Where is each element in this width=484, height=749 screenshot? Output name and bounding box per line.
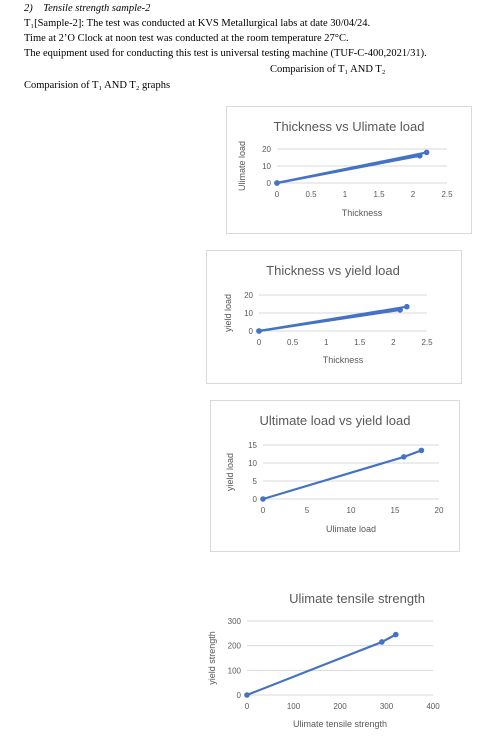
y-tick-label: 300 bbox=[228, 617, 242, 626]
x-tick-label: 2.5 bbox=[421, 338, 433, 347]
series-line bbox=[276, 151, 427, 185]
section-title: Tensile strength sample-2 bbox=[43, 3, 151, 14]
y-axis-label: yield load bbox=[223, 294, 233, 332]
x-tick-label: 400 bbox=[426, 702, 440, 711]
series-line bbox=[246, 633, 397, 697]
data-point bbox=[418, 447, 425, 454]
y-tick-label: 0 bbox=[267, 179, 272, 188]
x-tick-label: 0 bbox=[261, 506, 266, 515]
data-point bbox=[379, 639, 385, 645]
chart-svg: Thickness vs yield load 0 10 20 0 0.5 1 1.5 2 2.5… bbox=[223, 263, 433, 365]
data-point bbox=[393, 631, 399, 638]
series-line bbox=[258, 305, 407, 333]
test-info-line-1: T₁[Sample-2]: The test was conducted at … bbox=[24, 18, 371, 29]
x-tick-label: 20 bbox=[435, 506, 444, 515]
data-point bbox=[401, 454, 407, 460]
x-tick-label: 0.5 bbox=[305, 190, 317, 199]
chart-svg: Thickness vs Ulimate load 0 10 20 0 0.5 1 1.5 2 2… bbox=[237, 119, 453, 218]
y-tick-label: 0 bbox=[249, 327, 254, 336]
data-point bbox=[274, 180, 280, 186]
chart-ultimate-vs-yield-load: Ultimate load vs yield load 0 5 10 15 0 5 10 15 2… bbox=[210, 400, 460, 552]
chart-thickness-vs-ultimate-load: Thickness vs Ulimate load 0 10 20 0 0.5 1 1.5 2 2… bbox=[226, 106, 472, 234]
y-axis-label: yield load bbox=[225, 453, 235, 491]
chart-svg: Ultimate load vs yield load 0 5 10 15 0 5 10 15 2… bbox=[225, 413, 444, 534]
data-point bbox=[423, 149, 430, 156]
series-line bbox=[262, 449, 422, 501]
data-point bbox=[404, 303, 410, 310]
test-info-line-3: The equipment used for conducting this t… bbox=[24, 48, 427, 59]
x-axis-label: Ulimate tensile strength bbox=[293, 719, 387, 729]
x-axis-label: Ulimate load bbox=[326, 524, 376, 534]
chart-thickness-vs-yield-load: Thickness vs yield load 0 10 20 0 0.5 1 1.5 2 2.5… bbox=[206, 250, 462, 384]
y-tick-label: 0 bbox=[237, 691, 242, 700]
y-tick-label: 5 bbox=[253, 477, 258, 486]
data-point bbox=[260, 496, 266, 502]
x-tick-label: 2 bbox=[411, 190, 416, 199]
chart-title: Thickness vs yield load bbox=[266, 263, 400, 278]
y-axis-label: yield strength bbox=[207, 631, 217, 685]
x-axis-label: Thickness bbox=[342, 208, 383, 218]
x-tick-label: 1 bbox=[343, 190, 348, 199]
y-tick-label: 200 bbox=[228, 642, 242, 651]
x-tick-label: 0.5 bbox=[287, 338, 299, 347]
comparison-heading: Comparision of T₁ AND T₂ bbox=[270, 64, 386, 75]
chart-svg: Ulimate tensile strength 0 100 200 300 0 100 20… bbox=[207, 591, 440, 729]
chart-ultimate-tensile-strength: Ulimate tensile strength 0 100 200 300 0 100 20… bbox=[200, 582, 452, 740]
comparison-graphs-heading: Comparision of T₁ AND T₂ graphs bbox=[24, 80, 171, 91]
x-axis-label: Thickness bbox=[323, 355, 364, 365]
x-tick-label: 0 bbox=[245, 702, 250, 711]
x-tick-label: 1.5 bbox=[373, 190, 385, 199]
x-tick-label: 0 bbox=[275, 190, 280, 199]
y-tick-label: 0 bbox=[253, 495, 258, 504]
x-tick-label: 300 bbox=[380, 702, 394, 711]
y-tick-label: 20 bbox=[262, 145, 271, 154]
y-tick-label: 10 bbox=[248, 459, 257, 468]
chart-title: Ultimate load vs yield load bbox=[259, 413, 410, 428]
section-number: 2) bbox=[24, 3, 33, 14]
test-info-line-2: Time at 2’O Clock at noon test was condu… bbox=[24, 33, 349, 44]
x-tick-label: 0 bbox=[257, 338, 262, 347]
x-tick-label: 10 bbox=[347, 506, 356, 515]
chart-title: Ulimate tensile strength bbox=[289, 591, 425, 606]
x-tick-label: 1 bbox=[324, 338, 329, 347]
y-tick-label: 10 bbox=[244, 309, 253, 318]
y-axis-label: Ulimate load bbox=[237, 141, 247, 191]
section-heading: 2) Tensile strength sample-2 bbox=[24, 3, 150, 14]
y-tick-label: 15 bbox=[248, 441, 257, 450]
y-tick-label: 10 bbox=[262, 162, 271, 171]
x-tick-label: 15 bbox=[391, 506, 400, 515]
x-tick-label: 2 bbox=[391, 338, 396, 347]
data-point bbox=[244, 692, 250, 698]
x-tick-label: 1.5 bbox=[354, 338, 366, 347]
data-point bbox=[256, 328, 262, 334]
x-tick-label: 200 bbox=[333, 702, 347, 711]
y-tick-label: 100 bbox=[228, 666, 242, 675]
x-tick-label: 5 bbox=[305, 506, 310, 515]
y-tick-label: 20 bbox=[244, 291, 253, 300]
x-tick-label: 2.5 bbox=[441, 190, 453, 199]
x-tick-label: 100 bbox=[287, 702, 301, 711]
chart-title: Thickness vs Ulimate load bbox=[274, 119, 425, 134]
